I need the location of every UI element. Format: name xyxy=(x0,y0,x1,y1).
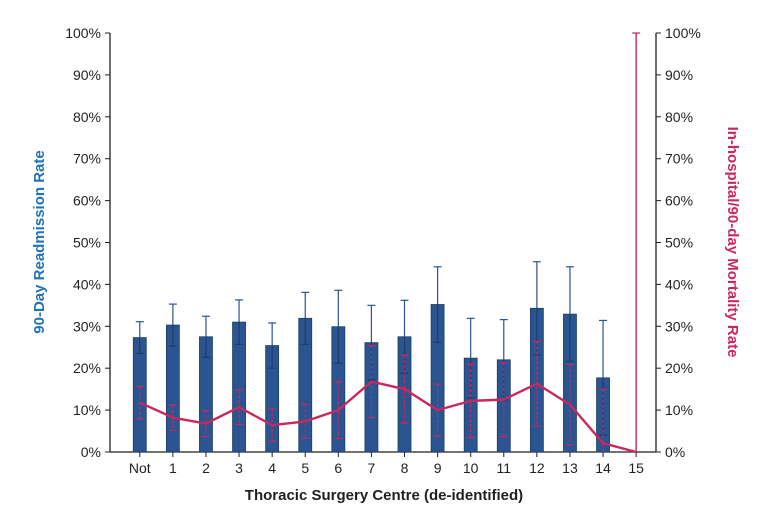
y-tick-label-left: 40% xyxy=(73,276,101,292)
y-tick-label-left: 60% xyxy=(73,193,101,209)
x-axis-title: Thoracic Surgery Centre (de-identified) xyxy=(245,487,523,504)
y-tick-label-right: 100% xyxy=(665,25,701,41)
x-tick-label: 9 xyxy=(434,460,442,476)
x-tick-label: 15 xyxy=(628,460,644,476)
y-axis-left-title: 90-Day Readmission Rate xyxy=(31,150,48,333)
axes-group: 0% 0% 10% 10% 20% 20% 30% 30% 40% 40% 50% 50% 60% 60%… xyxy=(65,25,701,476)
x-tick-label: 13 xyxy=(562,460,578,476)
x-tick-label: 4 xyxy=(268,460,276,476)
y-tick-label-left: 10% xyxy=(73,402,101,418)
x-tick-label: 7 xyxy=(368,460,376,476)
y-tick-label-left: 90% xyxy=(73,67,101,83)
labels-group: Thoracic Surgery Centre (de-identified) … xyxy=(31,127,741,504)
x-tick-label: 12 xyxy=(529,460,545,476)
y-tick-label-left: 30% xyxy=(73,318,101,334)
y-tick-label-left: 50% xyxy=(73,235,101,251)
y-tick-label-left: 20% xyxy=(73,360,101,376)
readmission-bar xyxy=(132,337,147,453)
y-tick-label-left: 0% xyxy=(81,444,101,460)
x-tick-label: Not xyxy=(129,460,151,476)
x-tick-label: 3 xyxy=(235,460,243,476)
y-tick-label-right: 80% xyxy=(665,109,693,125)
y-tick-label-right: 30% xyxy=(665,318,693,334)
x-tick-label: 5 xyxy=(301,460,309,476)
y-axis-right-title: In-hospital/90-day Mortality Rate xyxy=(724,127,741,358)
y-tick-label-left: 80% xyxy=(73,109,101,125)
y-tick-label-right: 60% xyxy=(665,193,693,209)
y-tick-label-right: 0% xyxy=(665,444,685,460)
mortality-line-group xyxy=(135,32,641,454)
y-tick-label-right: 20% xyxy=(665,360,693,376)
y-tick-label-left: 100% xyxy=(65,25,101,41)
x-tick-label: 6 xyxy=(334,460,342,476)
x-tick-label: 10 xyxy=(463,460,479,476)
y-tick-label-right: 10% xyxy=(665,402,693,418)
y-tick-label-left: 70% xyxy=(73,151,101,167)
y-tick-label-right: 40% xyxy=(665,276,693,292)
y-tick-label-right: 90% xyxy=(665,67,693,83)
x-tick-label: 11 xyxy=(497,460,512,476)
x-tick-label: 14 xyxy=(595,460,611,476)
bars-group xyxy=(132,261,610,453)
y-tick-label-right: 50% xyxy=(665,235,693,251)
x-tick-label: 2 xyxy=(202,460,210,476)
x-tick-label: 8 xyxy=(401,460,409,476)
x-tick-label: 1 xyxy=(169,460,177,476)
mortality-line xyxy=(139,380,637,454)
y-tick-label-right: 70% xyxy=(665,151,693,167)
